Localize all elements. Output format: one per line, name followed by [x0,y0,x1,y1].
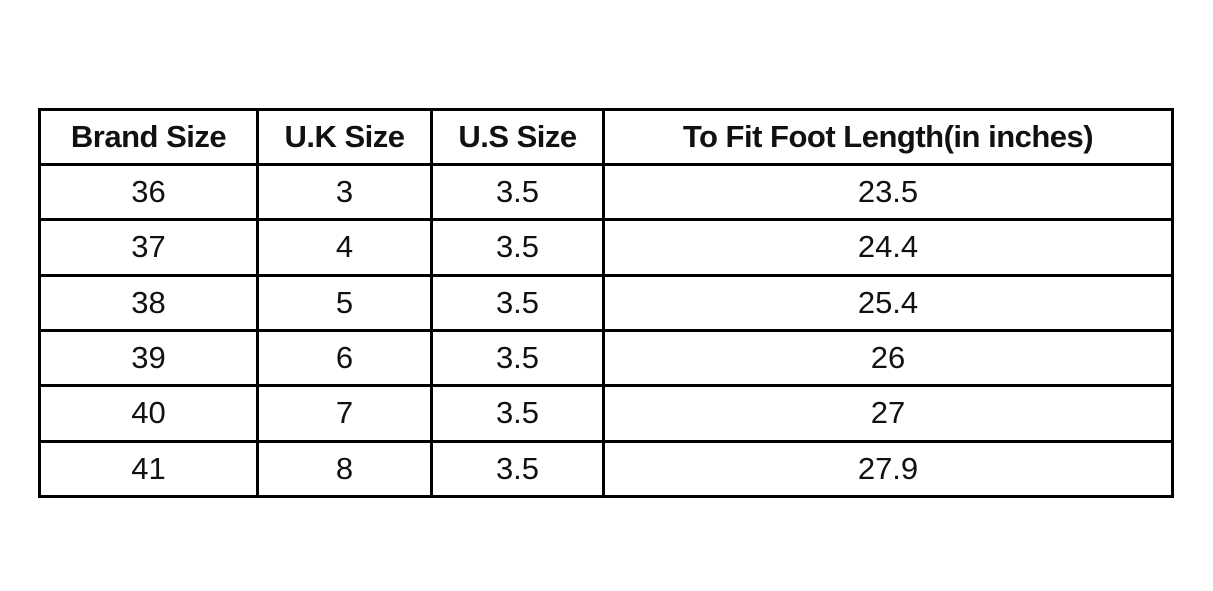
table-header: Brand Size U.K Size U.S Size To Fit Foot Le… [38,108,1174,166]
table-row: 38 5 3.5 25.4 [38,273,1174,332]
table-cell: 7 [256,384,433,443]
table-cell: 23.5 [602,162,1174,222]
table-cell: 24.4 [602,218,1174,277]
table-cell: 39 [38,328,259,388]
table-cell: 3.5 [430,439,605,499]
header-cell: To Fit Foot Length(in inches) [602,108,1174,166]
table-cell: 25.4 [602,273,1174,332]
table-row: 39 6 3.5 26 [38,328,1174,388]
table-cell: 36 [38,162,259,222]
table-cell: 3.5 [430,273,605,332]
table-cell: 3.5 [430,218,605,277]
table-cell: 27 [602,384,1174,443]
header-cell: U.S Size [430,108,605,166]
table-row: 36 3 3.5 23.5 [38,162,1174,222]
table-cell: 3.5 [430,328,605,388]
table-cell: 3.5 [430,384,605,443]
table-cell: 26 [602,328,1174,388]
table-cell: 8 [256,439,433,499]
table-row: 37 4 3.5 24.4 [38,218,1174,277]
table-cell: 41 [38,439,259,499]
table-cell: 38 [38,273,259,332]
header-cell: U.K Size [256,108,433,166]
table-cell: 4 [256,218,433,277]
header-cell: Brand Size [38,108,259,166]
table-row: 40 7 3.5 27 [38,384,1174,443]
table-cell: 5 [256,273,433,332]
table-cell: 37 [38,218,259,277]
header-row: Brand Size U.K Size U.S Size To Fit Foot Le… [38,108,1174,166]
table-cell: 40 [38,384,259,443]
size-table: Brand Size U.K Size U.S Size To Fit Foot Le… [38,108,1174,499]
table-cell: 3 [256,162,433,222]
table-cell: 27.9 [602,439,1174,499]
table-row: 41 8 3.5 27.9 [38,439,1174,499]
table-cell: 3.5 [430,162,605,222]
table-body: 36 3 3.5 23.5 37 4 3.5 24.4 38 5 3.5 25.4 39 6 3.5 26 40… [38,162,1174,499]
table-cell: 6 [256,328,433,388]
